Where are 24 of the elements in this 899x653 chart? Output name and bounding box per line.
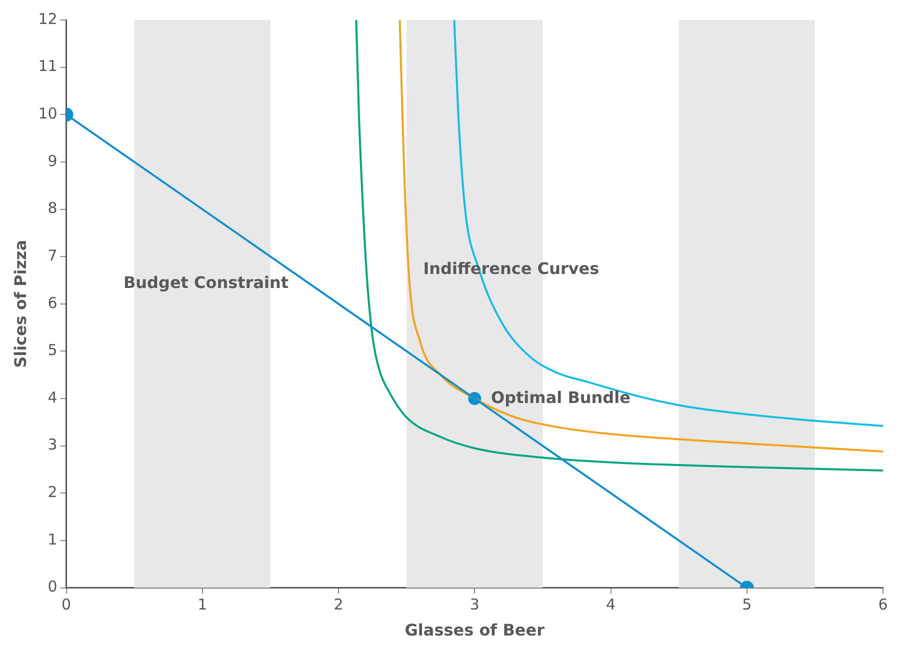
annotation: Optimal Bundle [490,388,631,407]
y-tick-label: 12 [38,10,58,28]
x-tick-label: 1 [198,596,208,614]
y-tick-label: 5 [48,341,58,360]
x-axis-title: Glasses of Beer [404,620,545,640]
y-tick-label: 2 [48,483,58,502]
x-tick-label: 3 [470,596,480,614]
y-tick-label: 4 [48,388,58,406]
x-tick-label: 2 [334,596,344,614]
y-tick-label: 1 [48,530,58,548]
y-tick-label: 8 [48,199,58,218]
y-tick-label: 0 [48,578,58,596]
y-tick-label: 11 [38,57,58,76]
x-tick-label: 6 [878,596,888,614]
y-axis-title: Slices of Pizza [10,240,30,368]
y-tick-label: 7 [48,246,58,264]
y-tick-label: 10 [38,104,58,123]
annotation: Budget Constraint [123,273,289,292]
x-tick-label: 5 [742,596,752,614]
y-tick-label: 9 [48,152,58,170]
x-tick-label: 4 [606,596,616,614]
y-tick-label: 3 [48,436,58,454]
x-tick-label: 0 [62,596,72,614]
y-tick-label: 6 [48,294,58,312]
